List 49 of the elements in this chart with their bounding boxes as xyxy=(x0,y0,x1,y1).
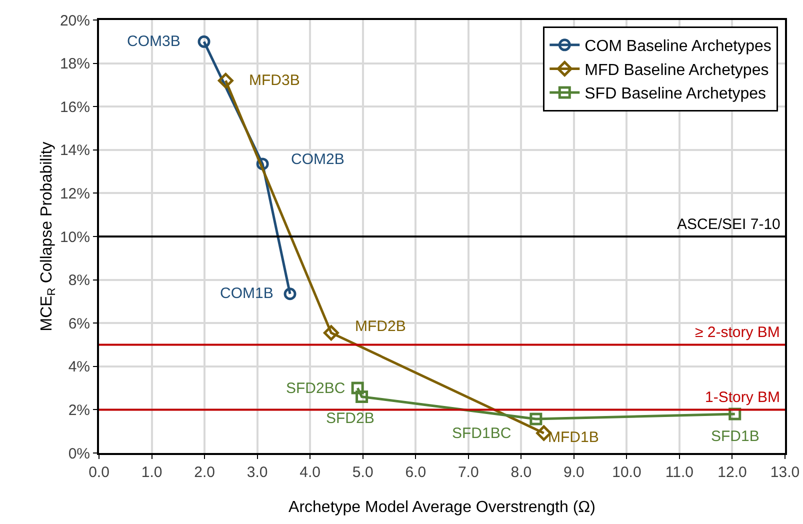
y-tick-label: 8% xyxy=(68,272,90,290)
x-tick-label: 5.0 xyxy=(352,464,374,481)
y-tick-label: 14% xyxy=(60,142,90,160)
x-tick-label: 4.0 xyxy=(300,464,321,481)
annotation: MFD3B xyxy=(249,72,300,89)
x-tick-label: 1.0 xyxy=(141,464,162,481)
point xyxy=(198,35,210,48)
y-tick-label: 0% xyxy=(68,445,90,462)
x-tick-label: 3.0 xyxy=(246,464,268,481)
x-tick-label: 11.0 xyxy=(665,464,694,481)
legend-label: COM Baseline Archetypes xyxy=(584,38,772,56)
x-tick-label: 8.0 xyxy=(510,464,532,481)
annotation: MFD1B xyxy=(548,429,599,446)
x-tick-label: 0.0 xyxy=(88,464,110,481)
y-tick-label: 20% xyxy=(60,12,90,30)
annotation: COM2B xyxy=(291,151,344,168)
x-tick-label: 12.0 xyxy=(718,464,747,481)
y-tick-label: 10% xyxy=(60,228,90,246)
annotation: SFD2BC xyxy=(286,380,346,397)
point xyxy=(284,288,296,300)
point xyxy=(356,390,368,403)
x-tick-label: 2.0 xyxy=(194,464,215,481)
y-tick-label: 4% xyxy=(68,358,90,376)
annotation: SFD1B xyxy=(711,428,760,445)
x-tick-label: 10.0 xyxy=(612,464,642,481)
y-tick-label: 12% xyxy=(60,185,90,202)
legend-label: SFD Baseline Archetypes xyxy=(584,86,766,103)
x-tick-label: 6.0 xyxy=(405,464,426,481)
annotation: SFD2B xyxy=(326,410,374,427)
y-tick-label: 16% xyxy=(60,98,90,116)
point xyxy=(530,412,542,426)
point xyxy=(351,382,364,394)
annotation: COM3B xyxy=(127,33,180,50)
x-tick-label: 9.0 xyxy=(563,464,584,481)
x-tick-label: 13.0 xyxy=(770,464,800,481)
ref-line-label: ASCE/SEI 7-10 xyxy=(677,216,780,233)
y-tick-label: 2% xyxy=(68,402,90,419)
point xyxy=(218,72,234,88)
x-tick-label: 7.0 xyxy=(458,464,479,481)
annotation: MFD2B xyxy=(355,318,406,335)
ref-line-label: ≥ 2-story BM xyxy=(695,324,780,341)
ref-line-label: 1-Story BM xyxy=(705,389,780,406)
annotation: SFD1BC xyxy=(452,425,512,442)
point xyxy=(323,325,339,341)
annotation: COM1B xyxy=(220,285,274,302)
x-axis-title: Archetype Model Average Overstrength (Ω) xyxy=(288,499,596,516)
y-tick-label: 18% xyxy=(60,56,90,73)
y-tick-label: 6% xyxy=(68,315,90,332)
legend-label: MFD Baseline Archetypes xyxy=(584,62,769,79)
